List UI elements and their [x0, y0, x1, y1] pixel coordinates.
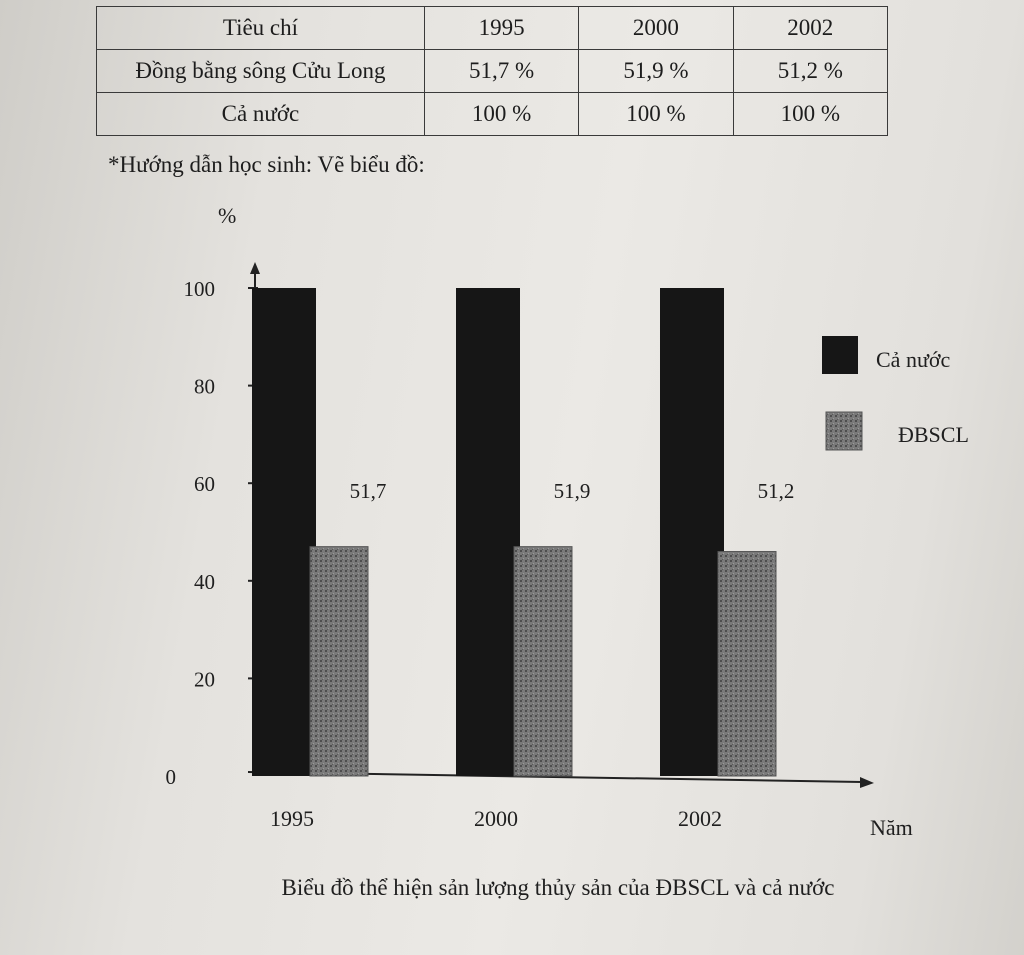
chart-title: Biểu đồ thể hiện sản lượng thủy sản của …	[281, 875, 834, 900]
y-axis-arrow-icon	[250, 262, 260, 274]
table-row: Cả nước 100 % 100 % 100 %	[96, 92, 889, 136]
y-tick-label: 100	[184, 277, 216, 301]
table-cell: 100 %	[423, 92, 580, 136]
legend-label-ca-nuoc: Cả nước	[876, 347, 950, 372]
x-axis-arrow-icon	[860, 777, 874, 788]
y-tick-label: 80	[194, 375, 215, 399]
bar-dbscl	[513, 546, 573, 777]
y-tick-label: 40	[194, 570, 215, 594]
x-tick-label: 2002	[678, 806, 722, 831]
y-axis-label: %	[218, 203, 236, 228]
x-ticks: 1995 2000 2002	[270, 806, 722, 831]
legend-label-dbscl: ĐBSCL	[898, 422, 969, 447]
x-axis-label: Năm	[870, 815, 913, 840]
table-cell: 51,7 %	[423, 49, 580, 93]
table-cell: 100 %	[578, 92, 734, 136]
bars	[252, 288, 777, 777]
table-cell: Cả nước	[96, 92, 425, 136]
instruction-text: *Hướng dẫn học sinh: Vẽ biểu đồ:	[108, 152, 425, 177]
bar-ca-nuoc	[660, 288, 724, 776]
bar-data-label: 51,7	[350, 479, 387, 503]
y-tick-label: 0	[166, 765, 177, 789]
table-cell: 100 %	[732, 92, 889, 136]
data-table: Tiêu chí 1995 2000 2002 Đồng bằng sông C…	[96, 6, 889, 136]
bar-ca-nuoc	[456, 288, 520, 776]
legend-swatch-dbscl	[825, 411, 863, 451]
y-tick-label: 60	[194, 472, 215, 496]
table-header-cell: 2000	[578, 6, 734, 50]
x-tick-label: 2000	[474, 806, 518, 831]
bar-ca-nuoc	[252, 288, 316, 776]
bar-data-label: 51,9	[554, 479, 591, 503]
x-tick-label: 1995	[270, 806, 314, 831]
table-header-cell: Tiêu chí	[96, 6, 425, 50]
legend-swatch-ca-nuoc	[822, 336, 858, 374]
table-header-cell: 1995	[423, 6, 580, 50]
bar-data-label: 51,2	[758, 479, 795, 503]
bar-dbscl	[309, 546, 369, 777]
legend: Cả nước ĐBSCL	[822, 336, 969, 451]
y-ticks: 0 20 40 60 80 100	[166, 277, 258, 789]
bar-dbscl	[717, 551, 777, 777]
data-labels: 51,7 51,9 51,2	[350, 479, 795, 503]
y-tick-label: 20	[194, 667, 215, 691]
